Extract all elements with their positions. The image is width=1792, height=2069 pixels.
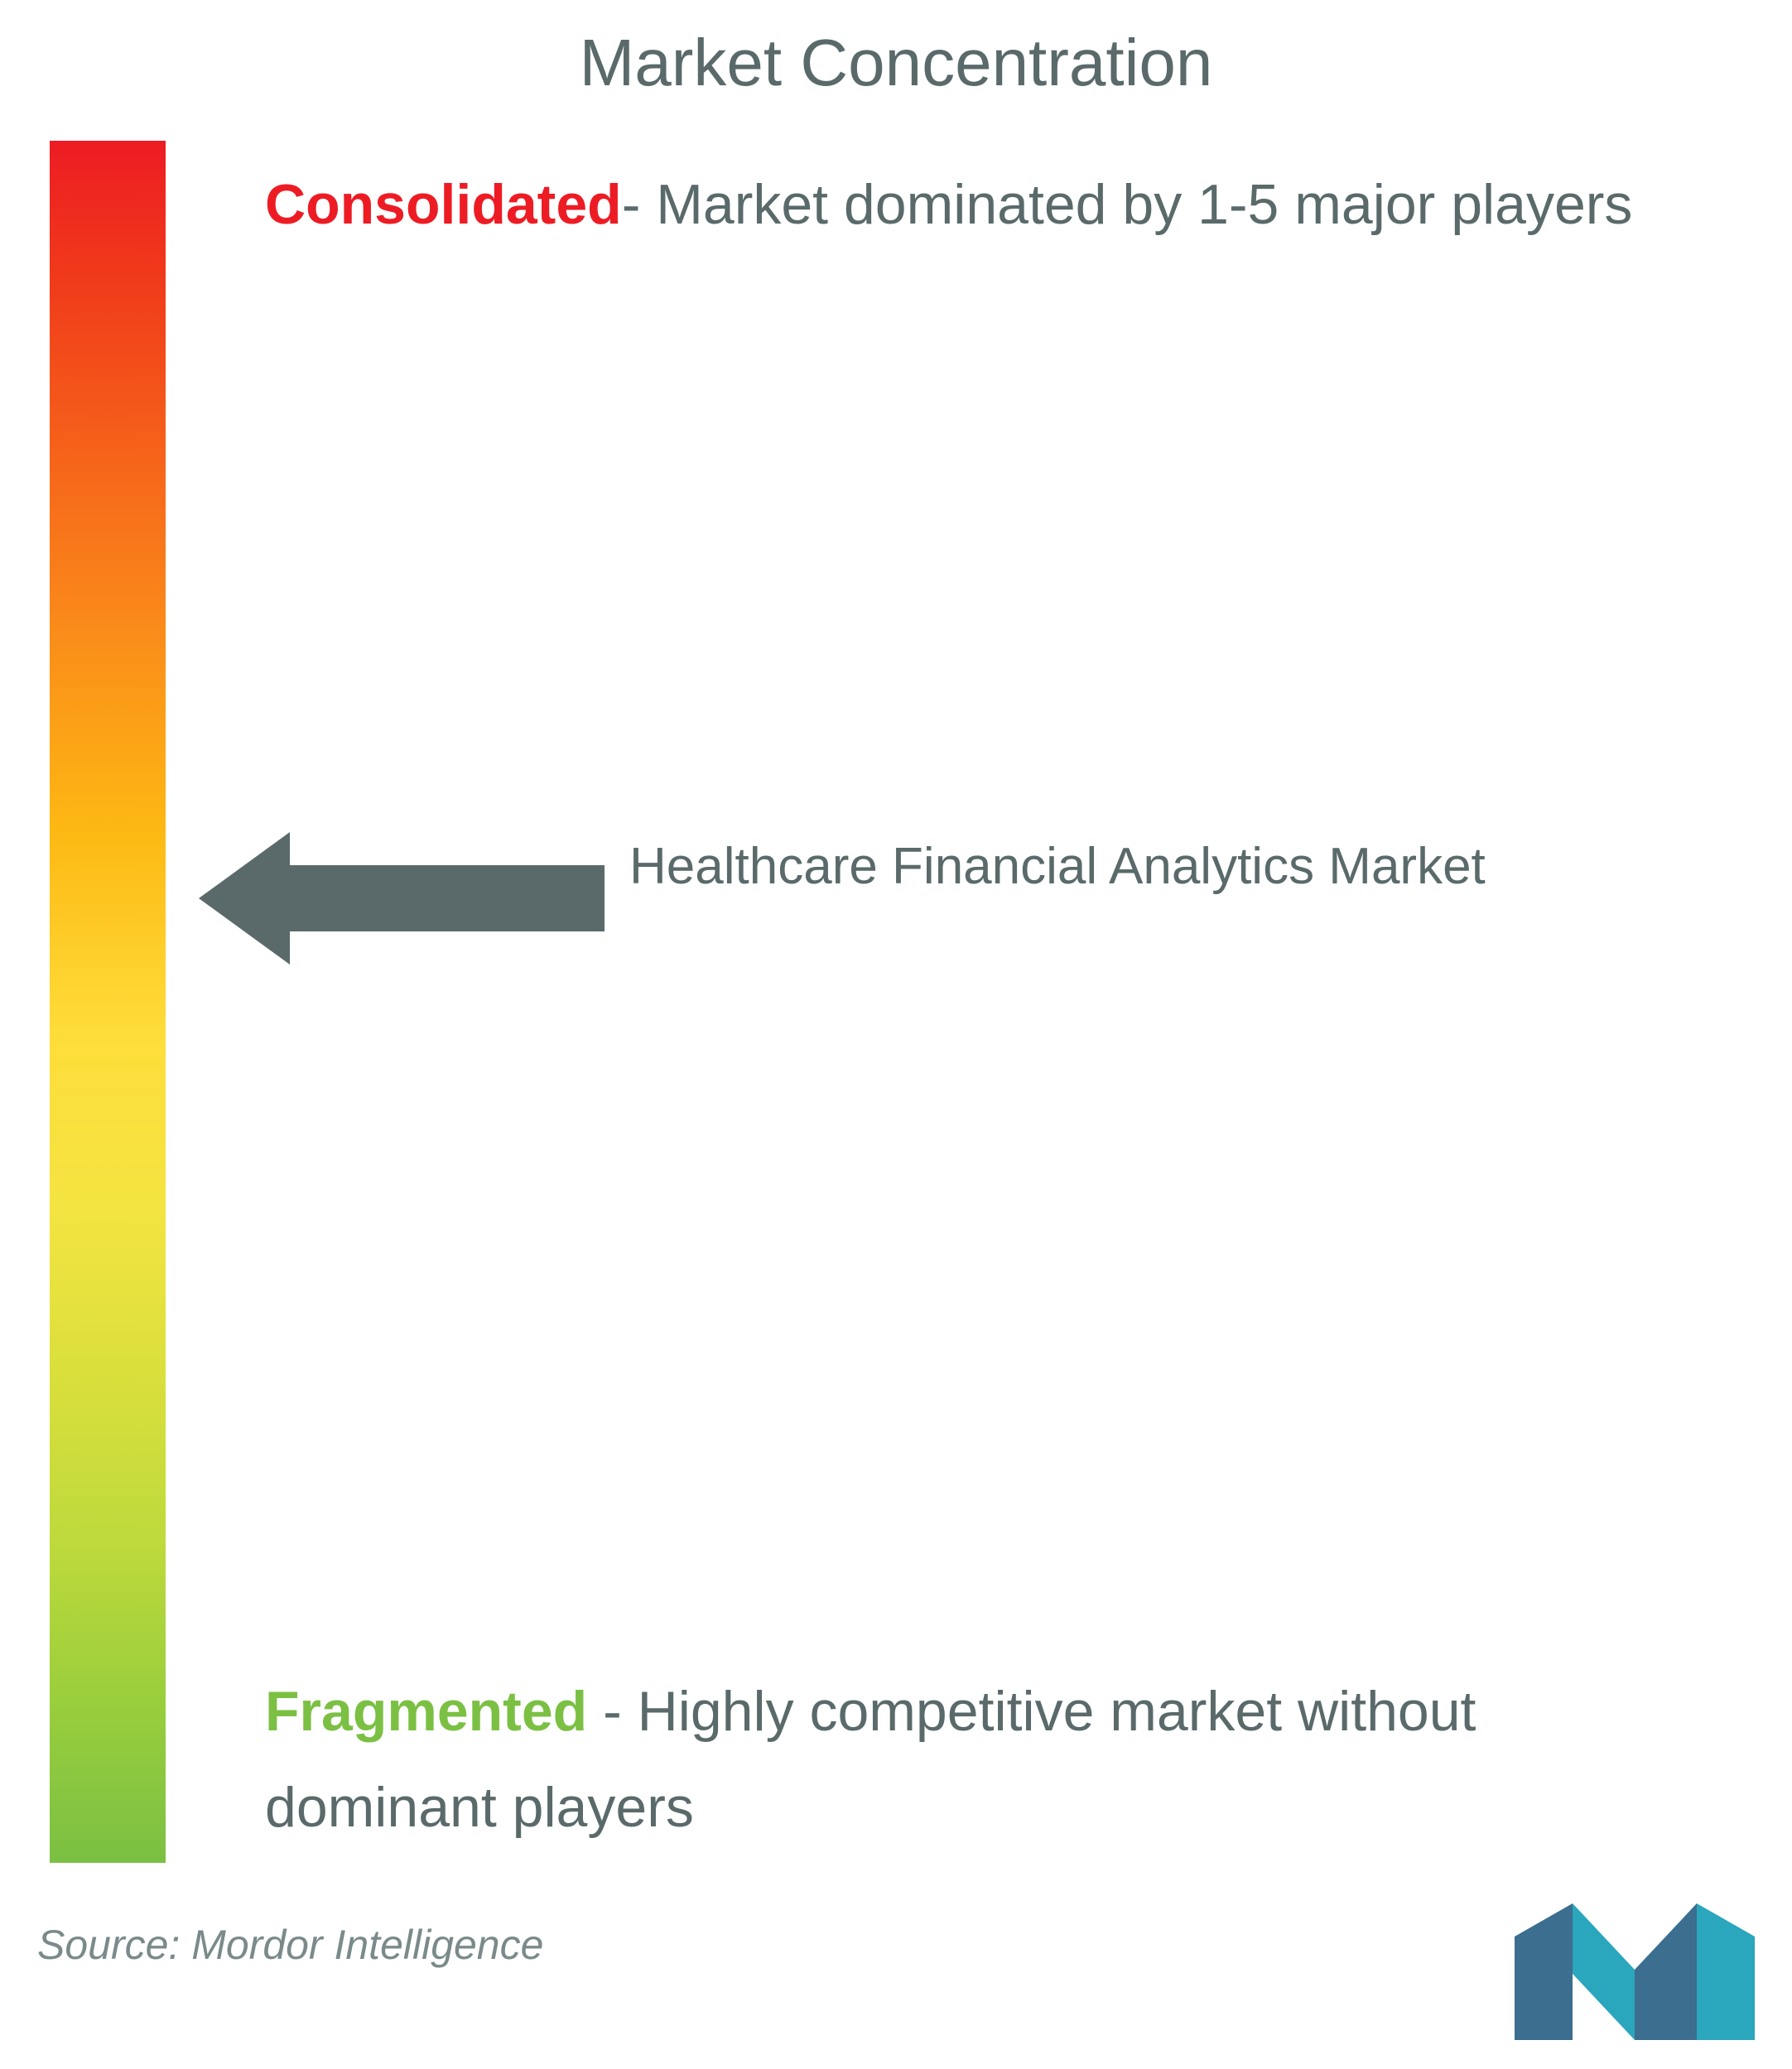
consolidated-highlight: Consolidated [265, 173, 622, 236]
arrow-icon [199, 828, 605, 969]
fragmented-label: Fragmented - Highly competitive market w… [265, 1664, 1673, 1855]
market-name-label: Healthcare Financial Analytics Market [629, 828, 1486, 905]
consolidated-label: Consolidated- Market dominated by 1-5 ma… [265, 157, 1632, 253]
market-pointer-arrow [199, 828, 605, 969]
concentration-gradient-bar [50, 141, 166, 1863]
chart-title: Market Concentration [0, 25, 1792, 101]
fragmented-highlight: Fragmented [265, 1680, 587, 1743]
consolidated-description: - Market dominated by 1-5 major players [622, 173, 1633, 236]
mordor-logo-icon [1510, 1895, 1759, 2044]
source-attribution: Source: Mordor Intelligence [37, 1921, 543, 1969]
